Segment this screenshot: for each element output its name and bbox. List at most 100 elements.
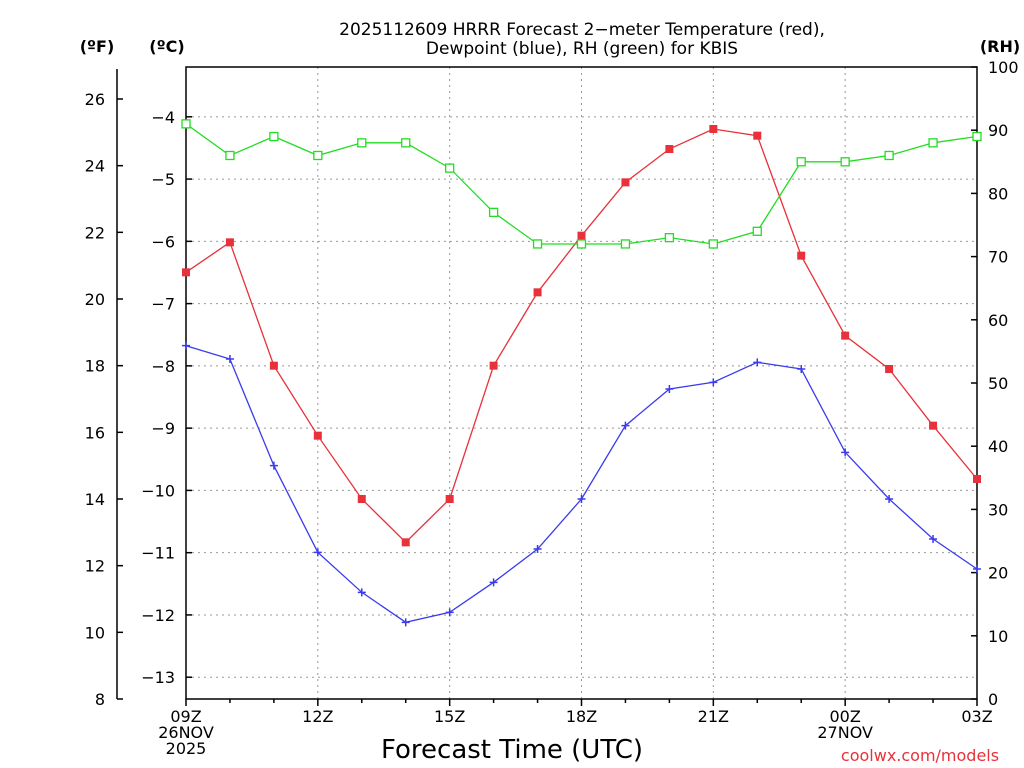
time-tick-label: 00Z	[830, 707, 861, 726]
rh-point	[664, 232, 675, 243]
temperature-point	[357, 495, 366, 503]
dewpoint-point	[533, 545, 542, 553]
series-temperature	[182, 125, 981, 547]
temperature-point	[753, 131, 762, 140]
rh-point	[401, 138, 411, 148]
temperature-point	[313, 431, 322, 440]
temperature-point	[709, 125, 718, 133]
fahrenheit-tick-label: 10	[85, 623, 105, 642]
temperature-point	[665, 145, 674, 153]
time-tick-label: 09Z	[170, 707, 201, 726]
rh-point	[445, 163, 455, 173]
credit-label: coolwx.com/models	[841, 746, 999, 765]
celsius-tick-label: −9	[151, 419, 175, 438]
series	[181, 119, 982, 627]
rh-point	[357, 138, 367, 148]
dewpoint-point	[401, 618, 410, 627]
temperature-point	[269, 361, 278, 370]
celsius-tick-label: −10	[141, 481, 175, 500]
dewpoint-point	[489, 578, 498, 587]
dewpoint-point	[841, 448, 850, 457]
time-tick-label: 27NOV	[817, 723, 873, 742]
time-tick-label: 03Z	[961, 707, 992, 726]
chart-title-line1: 2025112609 HRRR Forecast 2−meter Tempera…	[339, 20, 825, 40]
series-dewpoint	[182, 341, 981, 627]
fahrenheit-tick-label: 8	[95, 690, 105, 709]
dewpoint-point	[313, 548, 322, 557]
time-tick-label: 2025	[166, 739, 207, 758]
dewpoint-point	[973, 565, 981, 573]
rh-tick-label: 50	[988, 374, 1008, 393]
dewpoint-point	[665, 385, 674, 393]
rh-point	[796, 157, 806, 167]
rh-tick-label: 90	[988, 121, 1008, 140]
temperature-point	[841, 331, 850, 340]
rh-tick-label: 60	[988, 311, 1008, 330]
temperature-point	[577, 231, 586, 240]
temperature-point	[489, 361, 498, 370]
grid	[186, 67, 977, 699]
celsius-tick-label: −12	[141, 606, 175, 625]
rh-line	[185, 123, 978, 245]
rh-point	[532, 239, 543, 249]
time-tick-label: 12Z	[302, 707, 333, 726]
chart-title-line2: Dewpoint (blue), RH (green) for KBIS	[426, 39, 738, 59]
unit-label-rh: (RH)	[980, 37, 1020, 56]
unit-label-celsius: (ºC)	[149, 37, 184, 56]
fahrenheit-tick-label: 16	[85, 423, 105, 442]
rh-tick-label: 10	[988, 627, 1008, 646]
rh-point	[225, 150, 235, 161]
dewpoint-point	[929, 535, 938, 543]
temperature-point	[885, 365, 894, 373]
dewpoint-point	[885, 495, 894, 503]
rh-point	[708, 239, 718, 249]
rh-axis: 0 10 20 30 40 50 60 70 80 90 100	[971, 58, 1019, 709]
temperature-point	[401, 538, 410, 547]
temperature-point	[533, 288, 542, 297]
temperature-point	[929, 421, 938, 430]
dewpoint-point	[182, 341, 190, 350]
dewpoint-point	[709, 378, 718, 387]
temperature-point	[973, 475, 981, 483]
celsius-tick-label: −7	[151, 295, 175, 314]
rh-point	[972, 131, 982, 142]
time-tick-label: 26NOV	[158, 723, 214, 742]
celsius-tick-label: −11	[141, 544, 175, 563]
rh-point	[576, 239, 587, 249]
rh-tick-label: 30	[988, 500, 1008, 519]
dewpoint-point	[753, 358, 762, 367]
series-rh	[181, 119, 982, 249]
dewpoint-point	[225, 355, 234, 363]
rh-point	[313, 150, 323, 161]
celsius-axis: −13 −12 −11 −10 −9 −8 −7 −6 −5 −4	[141, 108, 192, 687]
dewpoint-point	[797, 365, 806, 373]
fahrenheit-axis: 8 10 12 14 16 18 20 22 24 26	[85, 69, 123, 709]
rh-point	[488, 207, 499, 218]
celsius-tick-label: −5	[151, 170, 175, 189]
fahrenheit-tick-label: 20	[85, 290, 105, 309]
rh-tick-label: 100	[988, 58, 1019, 77]
time-tick-label: 18Z	[566, 707, 597, 726]
temperature-line	[185, 128, 978, 544]
rh-tick-label: 70	[988, 248, 1008, 267]
dewpoint-point	[577, 495, 586, 503]
dewpoint-point	[357, 588, 366, 597]
temperature-point	[445, 495, 454, 503]
rh-point	[620, 239, 631, 249]
temperature-point	[225, 238, 234, 247]
rh-point	[884, 150, 894, 161]
x-axis-title: Forecast Time (UTC)	[381, 735, 643, 765]
temperature-point	[182, 268, 190, 277]
rh-tick-label: 80	[988, 184, 1008, 203]
time-tick-label: 15Z	[434, 707, 465, 726]
dewpoint-point	[621, 421, 630, 430]
rh-tick-label: 20	[988, 564, 1008, 583]
fahrenheit-tick-label: 26	[85, 90, 105, 109]
fahrenheit-tick-label: 14	[85, 490, 105, 509]
fahrenheit-tick-label: 24	[85, 157, 105, 176]
rh-point	[928, 138, 938, 148]
unit-label-fahrenheit: (ºF)	[80, 37, 115, 56]
dewpoint-point	[445, 608, 454, 617]
temperature-point	[621, 178, 630, 187]
